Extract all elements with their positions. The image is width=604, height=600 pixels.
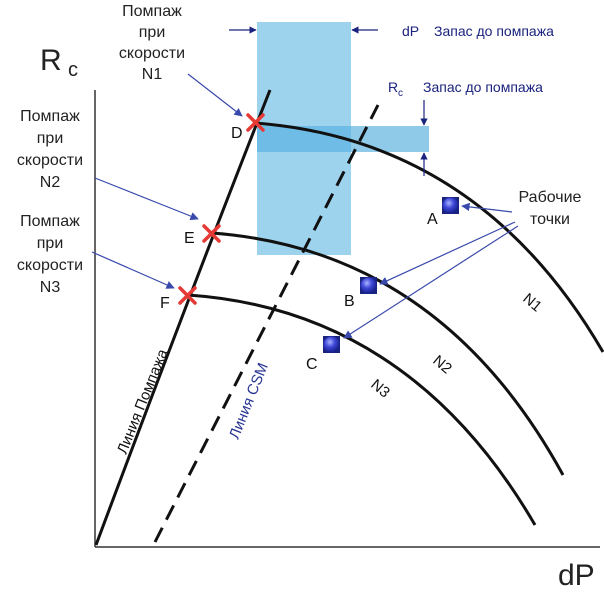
svg-text:при: при — [139, 24, 166, 41]
svg-text:Помпаж: Помпаж — [122, 3, 182, 20]
arrow-op-c — [343, 225, 519, 339]
surge-label-n2: Помпаж при скорости N2 — [17, 108, 83, 191]
dp-margin-text: Запас до помпажа — [434, 23, 554, 39]
surge-label-n3: Помпаж при скорости N3 — [17, 213, 83, 296]
arrow-surge-n1 — [187, 73, 243, 117]
x-axis-label: dP — [558, 559, 595, 592]
label-f: F — [160, 295, 170, 312]
svg-text:N2: N2 — [40, 174, 61, 191]
rc-margin-sub: c — [398, 88, 403, 99]
surge-point-e — [202, 224, 221, 243]
label-a: A — [427, 211, 438, 228]
svg-text:скорости: скорости — [17, 257, 83, 274]
curve-label-n2: N2 — [429, 352, 455, 377]
surge-point-f — [178, 286, 197, 305]
arrow-surge-n3 — [91, 251, 175, 289]
surge-label-n1: Помпаж при скорости N1 — [119, 3, 185, 83]
operating-point-a — [442, 197, 459, 214]
y-axis-sub: c — [68, 59, 78, 81]
curve-label-n1: N1 — [519, 290, 545, 315]
svg-text:скорости: скорости — [119, 45, 185, 62]
svg-text:при: при — [37, 130, 64, 147]
curve-n2 — [211, 231, 565, 476]
label-c: C — [306, 356, 318, 373]
label-d: D — [231, 125, 243, 142]
curve-label-n3: N3 — [367, 376, 393, 401]
arrow-op-b — [379, 221, 516, 285]
label-b: B — [344, 293, 355, 310]
y-axis-label: R — [40, 44, 62, 77]
svg-text:скорости: скорости — [17, 152, 83, 169]
rc-margin-symbol: R — [388, 79, 398, 95]
curve-n1 — [254, 121, 604, 353]
csm-line-label: Линия CSM — [226, 360, 272, 441]
surge-line-label: Линия Помпажа — [114, 346, 172, 456]
svg-text:Помпаж: Помпаж — [20, 108, 80, 125]
operating-point-c — [323, 336, 340, 353]
label-e: E — [184, 230, 195, 247]
operating-points-label-1: Рабочие — [519, 189, 582, 206]
operating-points-label-2: точки — [530, 211, 570, 228]
csm-line — [153, 104, 380, 543]
svg-text:Помпаж: Помпаж — [20, 213, 80, 230]
surge-line — [94, 89, 272, 546]
dp-margin-symbol: dP — [402, 23, 419, 39]
curve-n3 — [187, 293, 537, 526]
svg-text:N3: N3 — [40, 279, 61, 296]
arrow-surge-n2 — [94, 177, 199, 221]
rc-margin-text: Запас до помпажа — [423, 79, 543, 95]
svg-text:N1: N1 — [142, 66, 163, 83]
surge-point-d — [246, 113, 265, 132]
svg-text:при: при — [37, 235, 64, 252]
arrow-op-a — [461, 202, 513, 213]
operating-point-b — [360, 277, 377, 294]
